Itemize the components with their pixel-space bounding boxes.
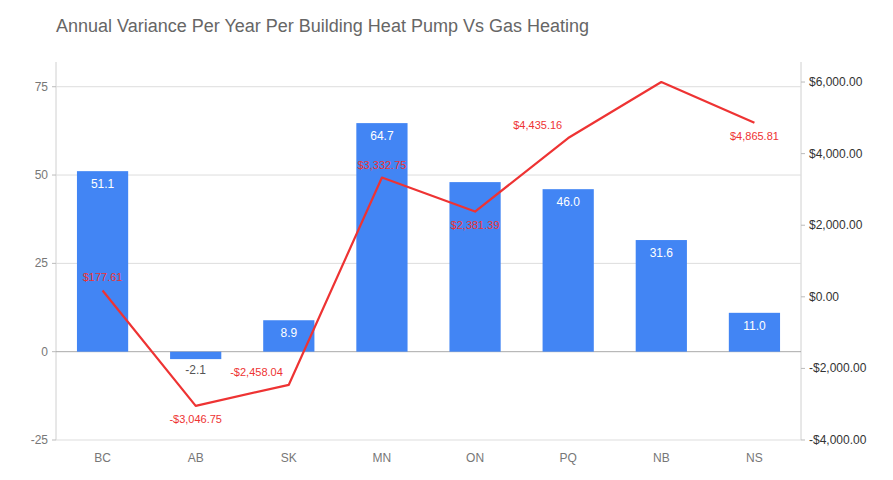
y2-tick-label: $2,000.00 bbox=[809, 218, 863, 232]
y2-tick bbox=[801, 225, 805, 226]
y-tick bbox=[52, 351, 56, 352]
x-tick-label: SK bbox=[281, 451, 297, 465]
x-tick-label: ON bbox=[466, 451, 484, 465]
bar bbox=[356, 123, 407, 352]
bar-label: 11.0 bbox=[743, 319, 766, 333]
line bbox=[103, 82, 755, 406]
bar-label: 64.7 bbox=[370, 129, 394, 143]
data-labels: 51.1 -2.1 8.9 64.7 46.0 31.6 11.0 $177.61 -$3,04… bbox=[83, 119, 779, 425]
grid-line bbox=[56, 440, 801, 441]
y-tick bbox=[52, 440, 56, 441]
line-label: $4,865.81 bbox=[730, 130, 779, 142]
bar bbox=[449, 182, 500, 352]
y2-tick bbox=[801, 82, 805, 83]
bar-label: 46.0 bbox=[557, 195, 581, 209]
line-label: $177.61 bbox=[83, 271, 123, 283]
y-tick-label: 50 bbox=[35, 168, 49, 182]
y-tick bbox=[52, 263, 56, 264]
y2-tick bbox=[801, 440, 805, 441]
line-label: -$2,458.04 bbox=[230, 366, 283, 378]
x-tick-label: AB bbox=[188, 451, 204, 465]
y2-tick-label: -$4,000.00 bbox=[809, 433, 867, 447]
bar-label: 51.1 bbox=[91, 177, 115, 191]
y-tick bbox=[52, 86, 56, 87]
bar bbox=[729, 313, 780, 352]
bar bbox=[543, 189, 594, 352]
bar bbox=[77, 171, 128, 352]
grid-line bbox=[56, 86, 801, 87]
plot-marks bbox=[77, 82, 780, 406]
title: Annual Variance Per Year Per Building He… bbox=[56, 16, 589, 36]
x-tick-label: BC bbox=[94, 451, 111, 465]
x-tick-label: MN bbox=[373, 451, 392, 465]
line-label: -$3,046.75 bbox=[169, 413, 222, 425]
bar bbox=[170, 352, 221, 359]
y-tick-label: 75 bbox=[35, 80, 49, 94]
y-axis-line bbox=[56, 62, 57, 440]
y2-tick bbox=[801, 153, 805, 154]
x-tick-label: NB bbox=[653, 451, 670, 465]
chart-svg: Annual Variance Per Year Per Building He… bbox=[0, 0, 893, 480]
y-tick-label: 0 bbox=[41, 345, 48, 359]
grid-line bbox=[56, 351, 801, 352]
bar-label: -2.1 bbox=[185, 363, 206, 377]
y-tick-label: -25 bbox=[31, 433, 49, 447]
y-tick-label: 25 bbox=[35, 256, 49, 270]
y2-tick-label: $4,000.00 bbox=[809, 147, 863, 161]
bar bbox=[636, 240, 687, 352]
y2-tick-label: -$2,000.00 bbox=[809, 361, 867, 375]
y2-axis-line bbox=[801, 62, 802, 440]
y-tick bbox=[52, 175, 56, 176]
bar-label: 8.9 bbox=[280, 326, 297, 340]
x-tick-label: NS bbox=[746, 451, 763, 465]
grid-line bbox=[56, 263, 801, 264]
bar-label: 31.6 bbox=[650, 246, 674, 260]
grid-line bbox=[56, 175, 801, 176]
y2-tick bbox=[801, 368, 805, 369]
line-label: $2,381.39 bbox=[451, 219, 500, 231]
x-tick-label: PQ bbox=[560, 451, 577, 465]
y2-tick-label: $6,000.00 bbox=[809, 75, 863, 89]
y2-tick bbox=[801, 296, 805, 297]
line-label: $3,332.75 bbox=[357, 159, 406, 171]
line-label: $4,435.16 bbox=[513, 119, 562, 131]
y2-tick-label: $0.00 bbox=[809, 290, 839, 304]
